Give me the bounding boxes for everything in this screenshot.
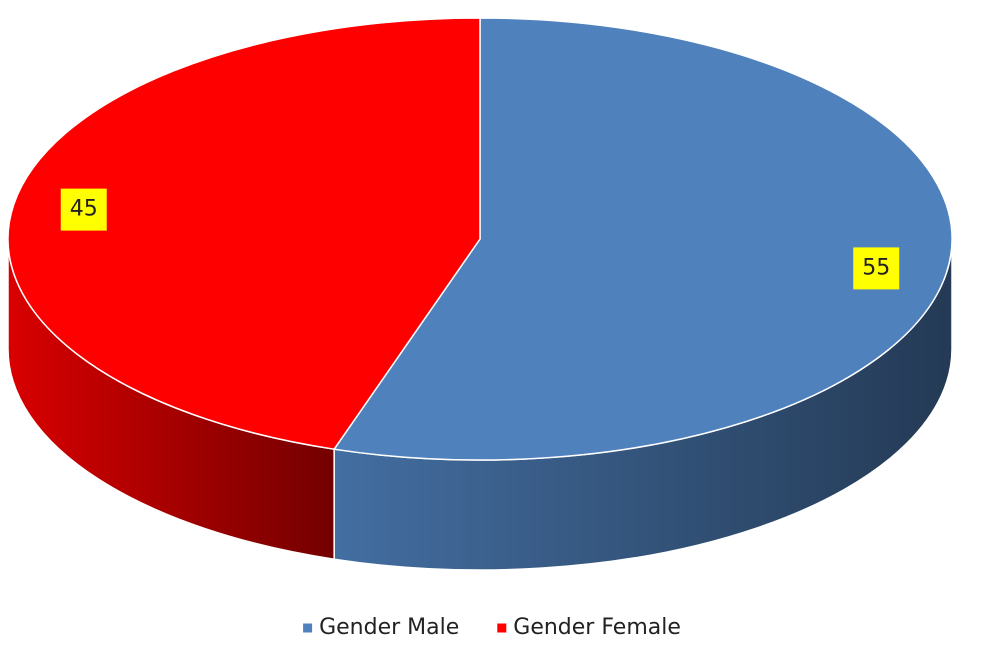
- data-label: 55: [862, 255, 890, 280]
- legend-item: Gender Female: [497, 615, 681, 640]
- legend-swatch: [497, 623, 507, 633]
- legend-item: Gender Male: [303, 615, 459, 640]
- legend-label: Gender Female: [513, 615, 681, 640]
- legend-label: Gender Male: [319, 615, 459, 640]
- data-label-box: [853, 247, 900, 290]
- legend-swatch: [303, 623, 313, 633]
- pie-slice: [332, 17, 953, 461]
- data-label-box: [60, 188, 107, 231]
- data-label: 45: [70, 197, 98, 222]
- pie-slice: [7, 17, 481, 450]
